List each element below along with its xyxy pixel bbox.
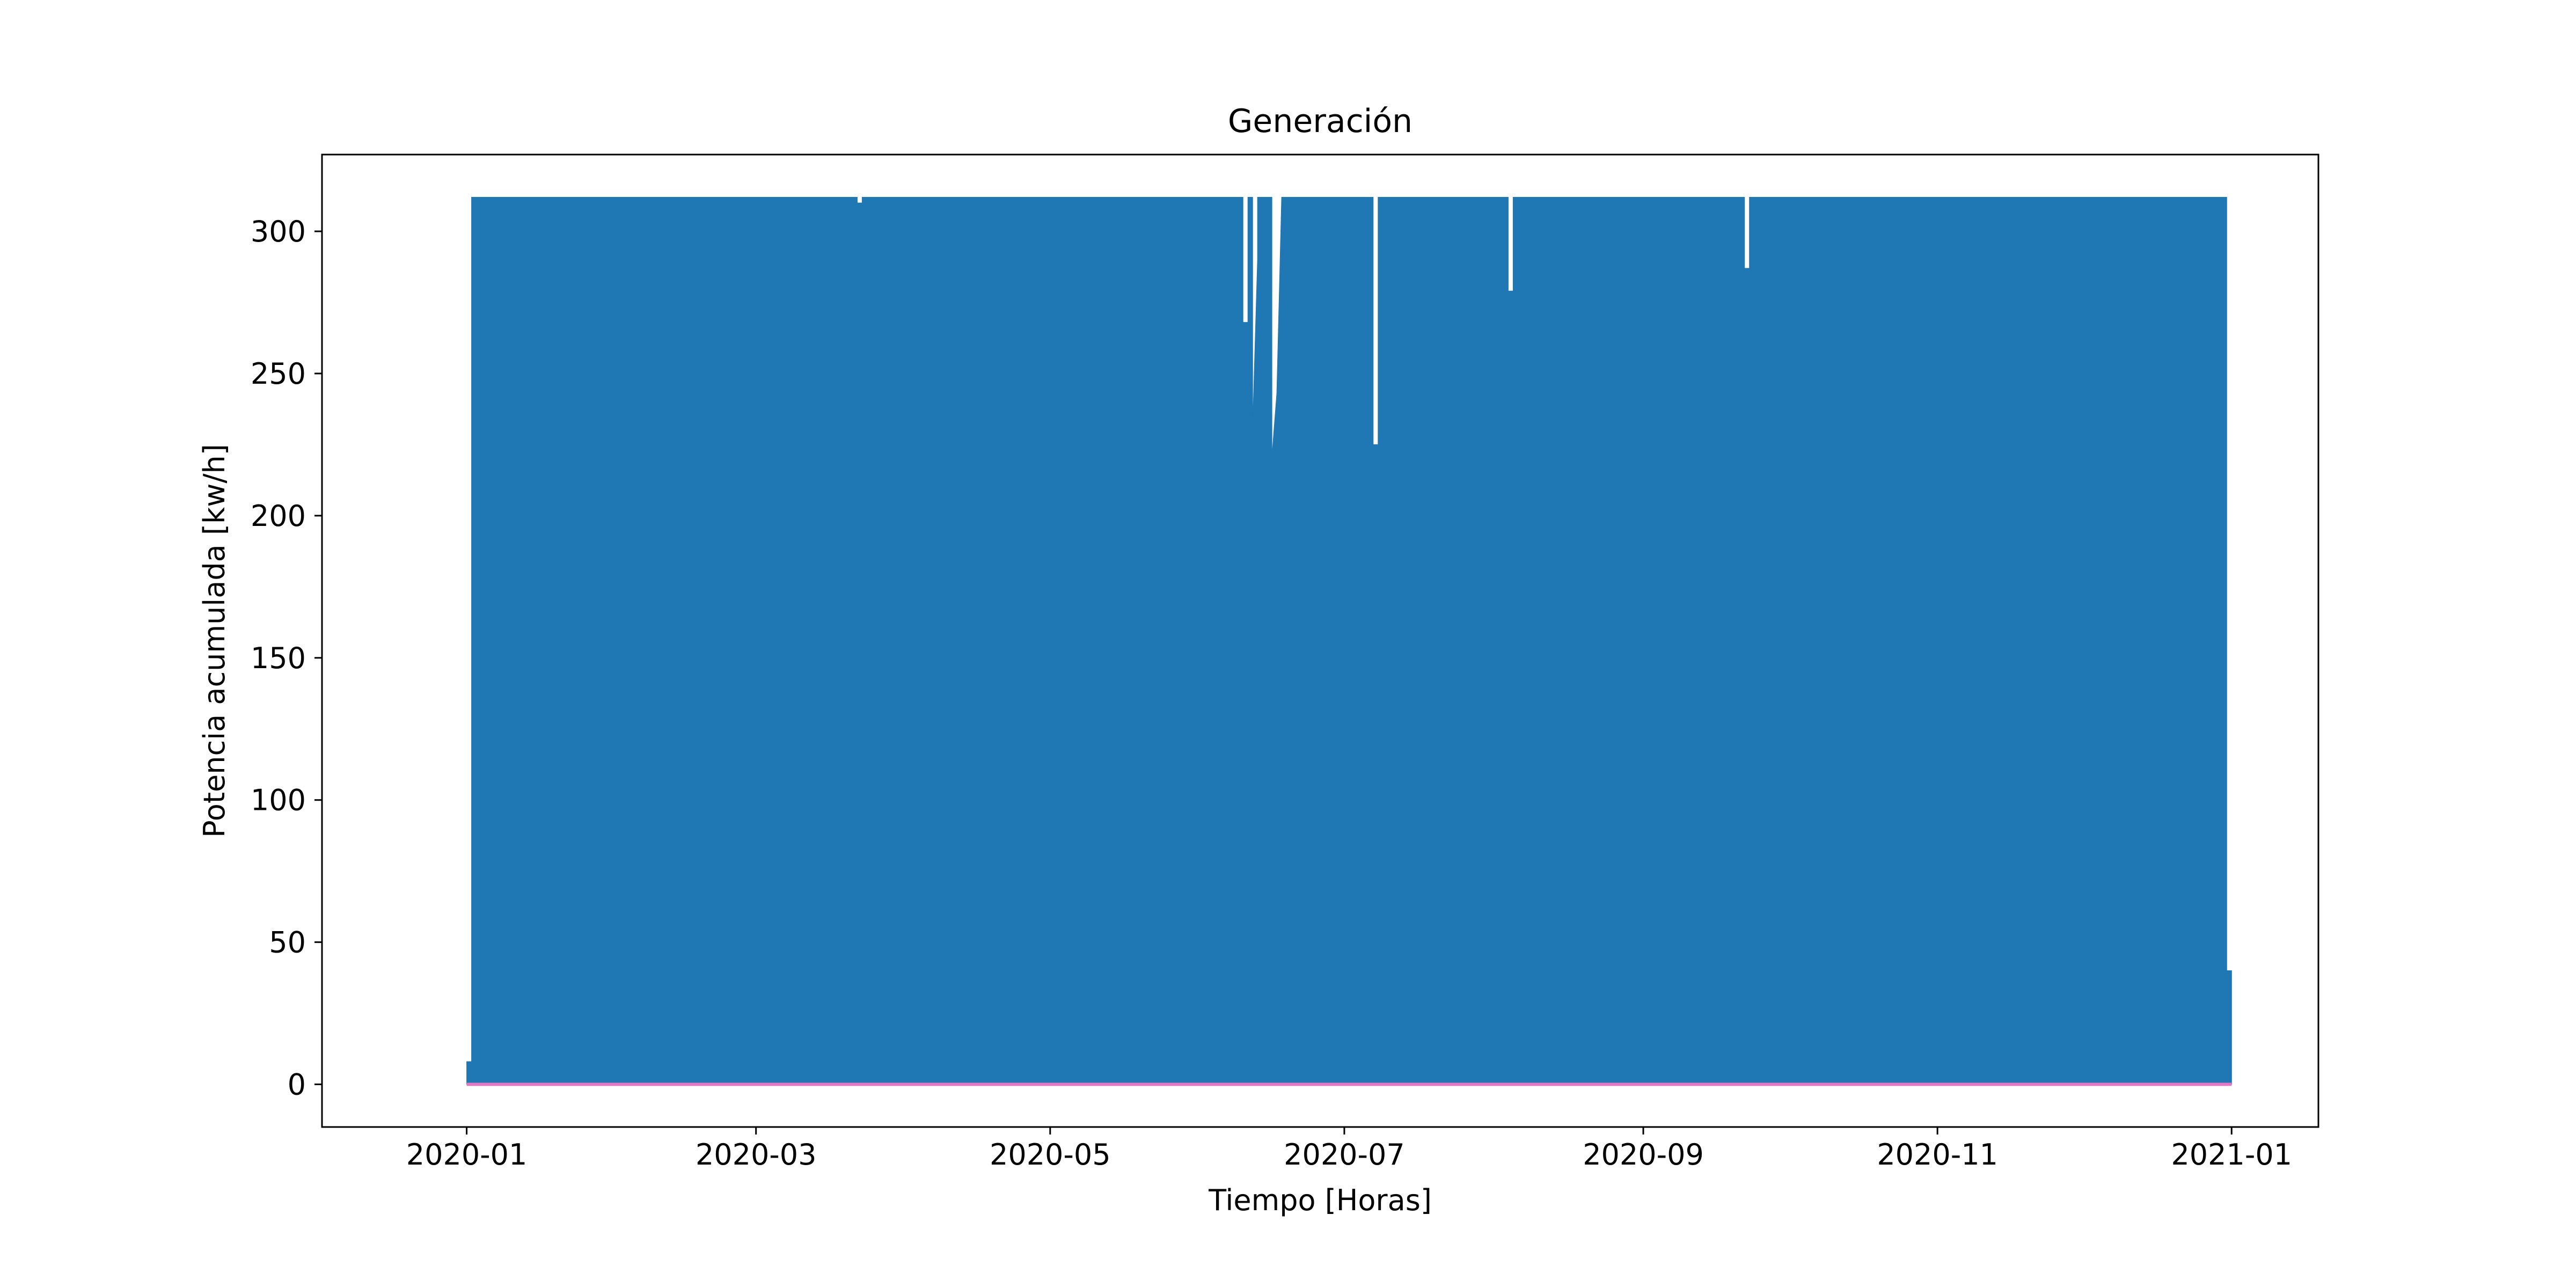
y-tick-label: 0 (288, 1068, 306, 1102)
x-tick-label: 2021-01 (2171, 1138, 2292, 1172)
y-tick-label: 50 (269, 926, 306, 960)
y-tick-label: 200 (251, 499, 306, 533)
y-tick-label: 300 (251, 215, 306, 248)
x-tick-label: 2020-09 (1583, 1138, 1704, 1172)
x-tick-label: 2020-03 (696, 1138, 817, 1172)
x-tick-label: 2020-05 (990, 1138, 1111, 1172)
x-tick-label: 2020-01 (406, 1138, 528, 1172)
y-tick-label: 150 (251, 641, 306, 675)
x-tick-label: 2020-07 (1284, 1138, 1405, 1172)
generation-area-series (466, 197, 2232, 1085)
x-axis: 2020-01 2020-03 2020-05 2020-07 2020-09 2020-… (406, 1127, 2292, 1172)
y-axis: 0 50 100 150 200 250 300 (251, 215, 322, 1102)
y-axis-label: Potencia acumulada [kw/h] (197, 444, 231, 838)
chart-title: Generación (1228, 103, 1413, 140)
x-tick-label: 2020-11 (1877, 1138, 1998, 1172)
y-tick-label: 100 (251, 784, 306, 817)
y-tick-label: 250 (251, 357, 306, 391)
axes-frame (321, 153, 2319, 1128)
x-axis-label: Tiempo [Horas] (1208, 1183, 1432, 1217)
